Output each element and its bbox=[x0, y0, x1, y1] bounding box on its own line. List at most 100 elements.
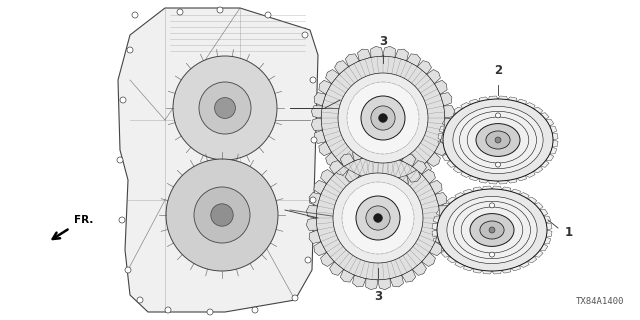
Polygon shape bbox=[498, 180, 508, 184]
Ellipse shape bbox=[486, 131, 510, 149]
Circle shape bbox=[302, 32, 308, 38]
Polygon shape bbox=[525, 172, 535, 177]
Polygon shape bbox=[390, 275, 403, 287]
Circle shape bbox=[305, 257, 311, 263]
Polygon shape bbox=[435, 193, 447, 206]
Circle shape bbox=[321, 56, 445, 180]
Circle shape bbox=[490, 203, 495, 208]
Circle shape bbox=[165, 307, 171, 313]
Polygon shape bbox=[527, 256, 537, 263]
Polygon shape bbox=[417, 162, 431, 175]
Circle shape bbox=[342, 182, 414, 254]
Polygon shape bbox=[455, 261, 465, 268]
Circle shape bbox=[366, 206, 390, 230]
Polygon shape bbox=[335, 162, 349, 175]
Polygon shape bbox=[461, 172, 470, 177]
Polygon shape bbox=[470, 99, 479, 105]
Circle shape bbox=[214, 98, 236, 118]
Polygon shape bbox=[383, 179, 396, 190]
Polygon shape bbox=[378, 146, 390, 157]
Polygon shape bbox=[441, 203, 450, 210]
Polygon shape bbox=[447, 113, 456, 119]
Polygon shape bbox=[483, 270, 492, 274]
Polygon shape bbox=[533, 107, 543, 114]
Ellipse shape bbox=[453, 106, 543, 174]
Polygon shape bbox=[439, 147, 446, 154]
Polygon shape bbox=[358, 175, 371, 187]
Polygon shape bbox=[550, 126, 557, 133]
Ellipse shape bbox=[480, 221, 504, 239]
Polygon shape bbox=[520, 261, 529, 268]
Circle shape bbox=[137, 297, 143, 303]
Circle shape bbox=[361, 96, 405, 140]
Polygon shape bbox=[520, 193, 529, 199]
Circle shape bbox=[311, 137, 317, 143]
Polygon shape bbox=[540, 209, 548, 216]
Polygon shape bbox=[395, 175, 408, 187]
Circle shape bbox=[371, 106, 395, 130]
Polygon shape bbox=[492, 270, 502, 274]
Circle shape bbox=[217, 7, 223, 13]
Ellipse shape bbox=[467, 117, 529, 163]
Polygon shape bbox=[483, 186, 492, 190]
Polygon shape bbox=[435, 142, 447, 156]
Polygon shape bbox=[511, 266, 520, 271]
Circle shape bbox=[379, 114, 387, 123]
Circle shape bbox=[490, 252, 495, 257]
Circle shape bbox=[127, 47, 133, 53]
Circle shape bbox=[177, 9, 183, 15]
Polygon shape bbox=[447, 161, 456, 167]
Polygon shape bbox=[314, 242, 326, 256]
Polygon shape bbox=[544, 216, 551, 223]
Polygon shape bbox=[390, 149, 403, 161]
Circle shape bbox=[333, 173, 423, 263]
Ellipse shape bbox=[443, 99, 553, 181]
Circle shape bbox=[117, 157, 123, 163]
Polygon shape bbox=[546, 230, 552, 237]
Ellipse shape bbox=[470, 214, 514, 246]
Text: 3: 3 bbox=[374, 290, 382, 303]
Polygon shape bbox=[314, 180, 326, 194]
Circle shape bbox=[310, 197, 316, 203]
Polygon shape bbox=[436, 209, 444, 216]
Polygon shape bbox=[511, 189, 520, 195]
Circle shape bbox=[252, 307, 258, 313]
Polygon shape bbox=[440, 130, 452, 143]
Circle shape bbox=[173, 56, 277, 160]
Polygon shape bbox=[498, 96, 508, 100]
Polygon shape bbox=[442, 154, 451, 161]
Polygon shape bbox=[417, 60, 431, 74]
Polygon shape bbox=[540, 113, 549, 119]
Polygon shape bbox=[311, 118, 322, 130]
Ellipse shape bbox=[460, 111, 536, 169]
Polygon shape bbox=[550, 147, 557, 154]
Polygon shape bbox=[544, 237, 551, 244]
Text: 2: 2 bbox=[494, 64, 502, 77]
Polygon shape bbox=[473, 268, 483, 273]
Circle shape bbox=[374, 214, 383, 222]
Polygon shape bbox=[546, 119, 554, 126]
Ellipse shape bbox=[461, 207, 523, 253]
Polygon shape bbox=[546, 154, 554, 161]
Polygon shape bbox=[552, 140, 558, 147]
Polygon shape bbox=[444, 106, 454, 118]
Polygon shape bbox=[407, 54, 420, 67]
Circle shape bbox=[356, 196, 400, 240]
Polygon shape bbox=[314, 130, 326, 143]
Polygon shape bbox=[353, 149, 366, 161]
Circle shape bbox=[495, 137, 501, 143]
Circle shape bbox=[132, 12, 138, 18]
Polygon shape bbox=[435, 230, 447, 244]
Ellipse shape bbox=[454, 201, 531, 259]
Polygon shape bbox=[309, 230, 321, 244]
Circle shape bbox=[292, 295, 298, 301]
Polygon shape bbox=[307, 206, 317, 218]
Polygon shape bbox=[517, 175, 527, 181]
Polygon shape bbox=[533, 166, 543, 173]
Polygon shape bbox=[546, 223, 552, 230]
Polygon shape bbox=[383, 46, 396, 57]
Polygon shape bbox=[319, 80, 332, 94]
Polygon shape bbox=[402, 154, 416, 166]
Polygon shape bbox=[346, 170, 359, 182]
Polygon shape bbox=[442, 119, 451, 126]
